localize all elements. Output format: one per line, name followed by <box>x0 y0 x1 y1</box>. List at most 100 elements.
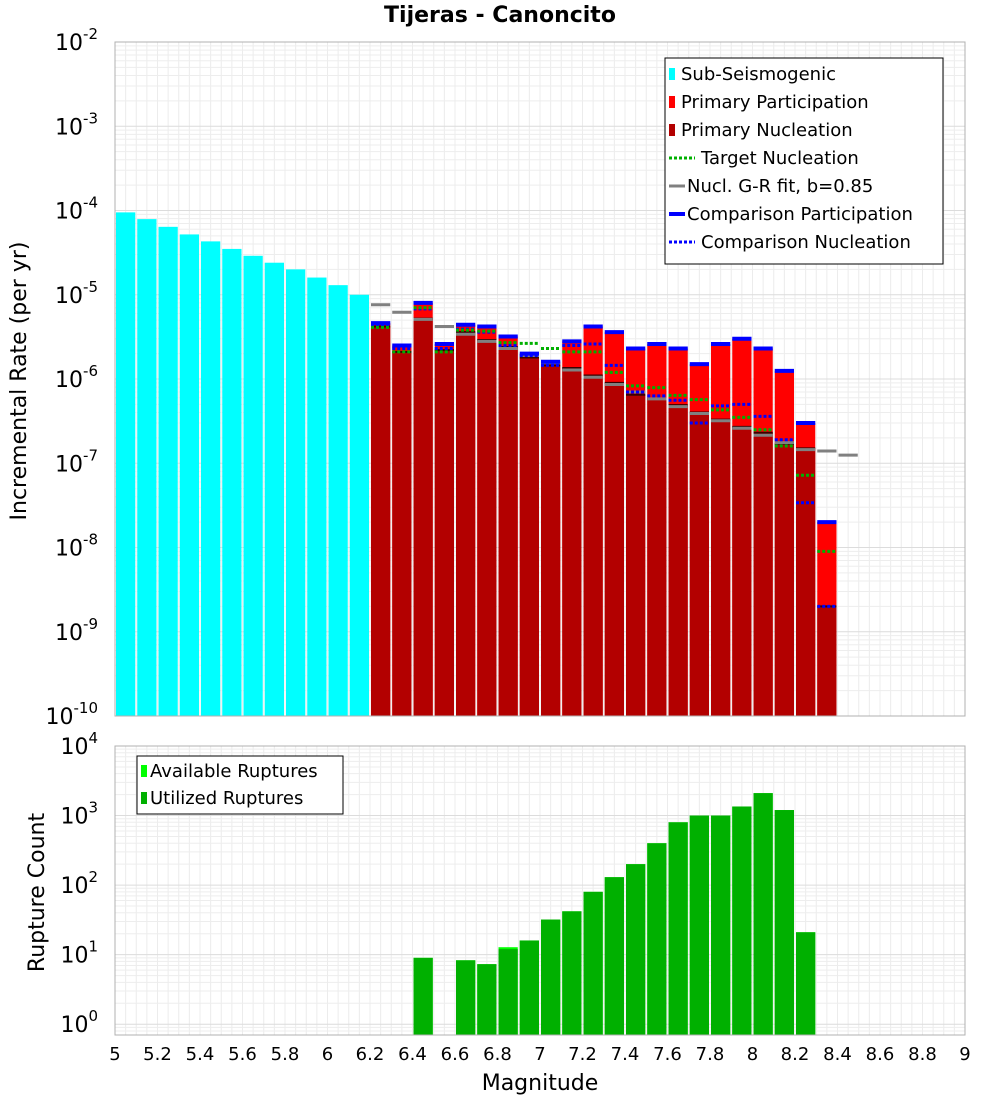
bar-sub-seismogenic <box>328 285 348 716</box>
top-bars <box>116 212 837 717</box>
legend-label: Comparison Participation <box>687 204 913 225</box>
bar-sub-seismogenic <box>179 234 199 717</box>
x-tick-label: 7.4 <box>611 1044 640 1065</box>
bar-primary-nucleation <box>456 332 476 716</box>
bar-utilized-ruptures <box>668 822 688 1035</box>
bar-utilized-ruptures <box>796 932 816 1035</box>
y-tick-base: 10 <box>55 200 83 225</box>
y-tick-exponent: 0 <box>88 1007 98 1025</box>
y-tick-label: 10-7 <box>55 446 98 477</box>
x-tick-label: 5.4 <box>186 1044 215 1065</box>
y-tick-exponent: 2 <box>88 868 98 886</box>
bar-sub-seismogenic <box>201 241 221 716</box>
bar-utilized-ruptures <box>541 919 561 1035</box>
y-tick-label: 102 <box>60 868 98 899</box>
bottom-bars <box>413 793 816 1035</box>
legend-label: Comparison Nucleation <box>701 232 911 253</box>
bar-utilized-ruptures <box>456 960 476 1035</box>
bottom-legend: Available Ruptures Utilized Ruptures <box>136 755 344 815</box>
y-tick-label: 10-6 <box>55 362 98 393</box>
bar-sub-seismogenic <box>116 212 136 717</box>
y-tick-base: 10 <box>46 705 74 730</box>
legend-swatch <box>141 792 147 804</box>
y-tick-base: 10 <box>55 284 83 309</box>
bar-sub-seismogenic <box>222 248 242 716</box>
y-tick-base: 10 <box>60 944 88 969</box>
bar-primary-nucleation <box>413 318 433 716</box>
x-tick-label: 5.2 <box>143 1044 172 1065</box>
legend-swatch <box>669 68 675 80</box>
x-tick-label: 8.2 <box>781 1044 810 1065</box>
legend-label: Sub-Seismogenic <box>681 64 836 85</box>
y-tick-base: 10 <box>60 735 88 760</box>
bar-primary-nucleation <box>541 365 561 716</box>
legend-label: Utilized Ruptures <box>150 788 303 809</box>
y-tick-label: 10-5 <box>55 278 98 309</box>
bar-primary-nucleation <box>753 432 773 716</box>
bar-primary-nucleation <box>562 368 582 716</box>
bar-sub-seismogenic <box>137 219 157 716</box>
bottom-plot-frame <box>114 745 966 1036</box>
x-tick-label: 9 <box>959 1044 970 1065</box>
bar-utilized-ruptures <box>604 877 624 1035</box>
y-tick-label: 103 <box>60 799 98 830</box>
x-tick-label: 8.6 <box>866 1044 895 1065</box>
legend-box <box>136 755 344 815</box>
bar-primary-nucleation <box>604 382 624 716</box>
bar-utilized-ruptures <box>562 911 582 1035</box>
x-tick-label: 7.6 <box>653 1044 682 1065</box>
bottom-y-axis-label: Rupture Count <box>25 813 50 973</box>
x-tick-label: 6.8 <box>483 1044 512 1065</box>
y-tick-exponent: 4 <box>88 729 98 747</box>
bar-primary-nucleation <box>711 419 731 716</box>
x-tick-label: 7.2 <box>568 1044 597 1065</box>
x-tick-label: 8.8 <box>908 1044 937 1065</box>
bar-sub-seismogenic <box>307 277 327 716</box>
x-tick-label: 6 <box>322 1044 333 1065</box>
y-tick-label: 10-3 <box>55 109 98 140</box>
x-tick-label: 6.6 <box>441 1044 470 1065</box>
top-y-axis-label: Incremental Rate (per yr) <box>7 242 32 521</box>
bar-primary-nucleation <box>774 443 794 716</box>
x-tick-label: 6.2 <box>356 1044 385 1065</box>
y-tick-exponent: 1 <box>88 938 98 956</box>
legend-label: Primary Participation <box>681 92 869 113</box>
bar-sub-seismogenic <box>264 262 284 716</box>
x-tick-label: 5.8 <box>271 1044 300 1065</box>
bar-utilized-ruptures <box>647 843 667 1035</box>
y-tick-exponent: -4 <box>83 194 98 212</box>
y-tick-label: 101 <box>60 938 98 969</box>
bar-primary-nucleation <box>647 398 667 716</box>
bar-primary-nucleation <box>434 350 454 716</box>
y-tick-label: 10-10 <box>46 699 99 730</box>
bar-utilized-ruptures <box>711 815 731 1035</box>
y-tick-exponent: 3 <box>88 799 98 817</box>
bar-primary-nucleation <box>392 351 412 716</box>
legend-label: Nucl. G-R fit, b=0.85 <box>687 176 873 197</box>
bar-utilized-ruptures <box>689 815 709 1035</box>
y-tick-label: 10-8 <box>55 531 98 562</box>
x-tick-label: 5 <box>109 1044 120 1065</box>
legend-label: Target Nucleation <box>700 148 859 169</box>
y-tick-base: 10 <box>55 621 83 646</box>
y-tick-base: 10 <box>55 452 83 477</box>
bar-utilized-ruptures <box>477 964 497 1035</box>
bar-primary-nucleation <box>519 357 539 716</box>
bar-utilized-ruptures <box>626 864 646 1035</box>
y-tick-base: 10 <box>60 874 88 899</box>
legend-swatch <box>141 765 147 777</box>
bar-primary-nucleation <box>732 426 752 716</box>
bar-primary-nucleation <box>583 375 603 716</box>
y-tick-base: 10 <box>55 31 83 56</box>
x-axis-label: Magnitude <box>482 1071 599 1096</box>
y-tick-label: 10-2 <box>55 25 98 56</box>
bar-sub-seismogenic <box>349 294 369 716</box>
x-tick-label: 8.4 <box>823 1044 852 1065</box>
y-tick-label: 10-4 <box>55 194 98 225</box>
top-plot-frame <box>114 41 966 717</box>
